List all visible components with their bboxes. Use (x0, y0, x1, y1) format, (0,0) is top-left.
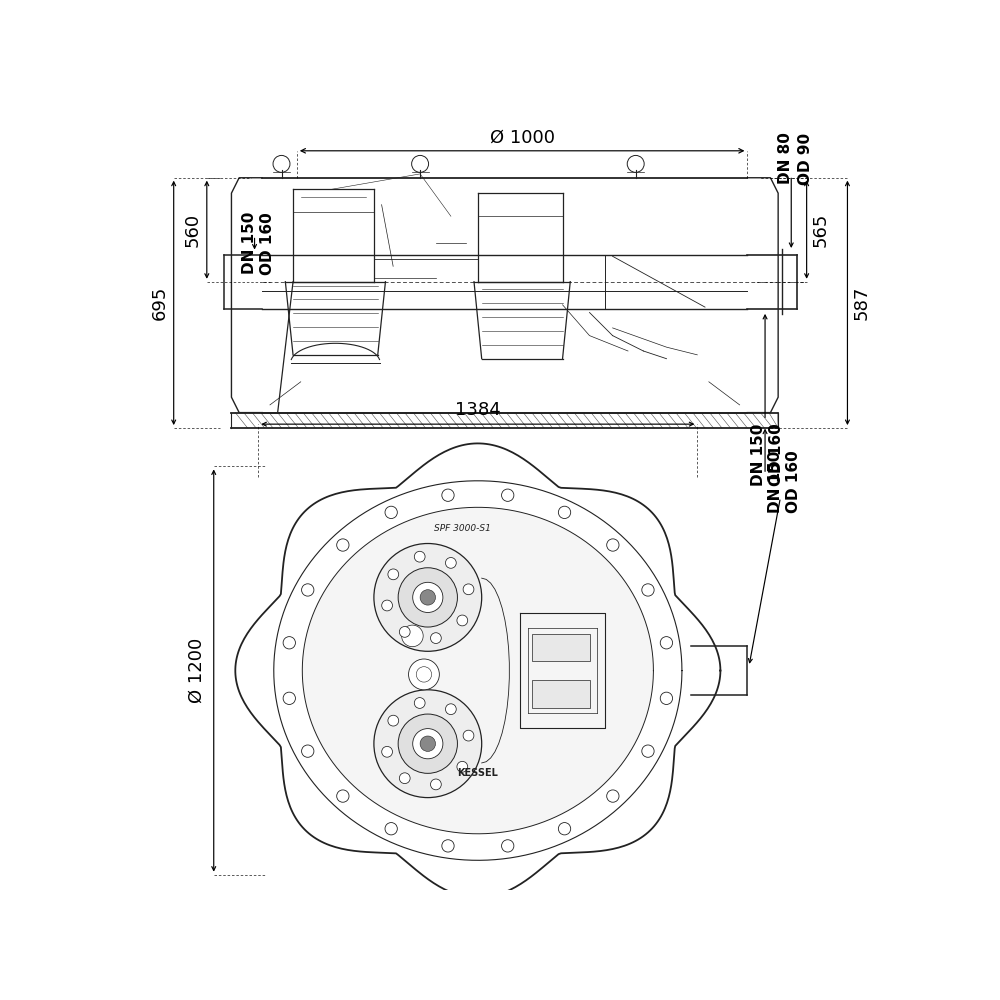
Circle shape (399, 627, 410, 637)
Text: SPF 3000-S1: SPF 3000-S1 (434, 524, 491, 533)
Circle shape (502, 489, 514, 501)
Circle shape (607, 539, 619, 551)
FancyBboxPatch shape (532, 634, 590, 661)
Text: OD 90: OD 90 (798, 132, 813, 185)
Circle shape (283, 637, 295, 649)
Text: KESSEL: KESSEL (457, 768, 498, 778)
Circle shape (463, 584, 474, 595)
Circle shape (558, 506, 571, 519)
Circle shape (416, 667, 432, 682)
Circle shape (558, 823, 571, 835)
Circle shape (660, 692, 673, 704)
Ellipse shape (302, 507, 653, 834)
Circle shape (337, 790, 349, 802)
Circle shape (374, 690, 482, 798)
Circle shape (402, 625, 423, 647)
Circle shape (414, 551, 425, 562)
Text: DN 150: DN 150 (242, 212, 257, 274)
Text: Ø 1000: Ø 1000 (490, 128, 555, 146)
Circle shape (660, 637, 673, 649)
Circle shape (302, 745, 314, 757)
Circle shape (413, 582, 443, 612)
Text: 695: 695 (151, 286, 169, 320)
Circle shape (409, 659, 439, 690)
Text: DN 150: DN 150 (751, 424, 766, 486)
Circle shape (382, 746, 392, 757)
Circle shape (463, 730, 474, 741)
Text: OD 160: OD 160 (786, 451, 801, 513)
Circle shape (414, 698, 425, 708)
Text: OD 160: OD 160 (260, 212, 275, 275)
Circle shape (337, 539, 349, 551)
Circle shape (398, 568, 457, 627)
Circle shape (445, 704, 456, 715)
Circle shape (388, 569, 399, 580)
Text: 587: 587 (852, 286, 870, 320)
Circle shape (385, 506, 397, 519)
Circle shape (642, 745, 654, 757)
Text: 560: 560 (184, 213, 202, 247)
Circle shape (413, 729, 443, 759)
Text: DN 150: DN 150 (768, 451, 783, 513)
FancyBboxPatch shape (532, 680, 590, 708)
Text: 1384: 1384 (455, 401, 501, 419)
Circle shape (442, 489, 454, 501)
Circle shape (283, 692, 295, 704)
Circle shape (420, 736, 436, 751)
Text: Ø 1200: Ø 1200 (188, 638, 206, 703)
Circle shape (398, 714, 457, 773)
Circle shape (385, 823, 397, 835)
Circle shape (420, 590, 436, 605)
Circle shape (502, 840, 514, 852)
Circle shape (431, 633, 441, 643)
Circle shape (442, 840, 454, 852)
Circle shape (457, 761, 468, 772)
Text: OD 160: OD 160 (769, 424, 784, 486)
Circle shape (431, 779, 441, 790)
Circle shape (607, 790, 619, 802)
Circle shape (399, 773, 410, 784)
Circle shape (374, 544, 482, 651)
Circle shape (457, 615, 468, 626)
Circle shape (302, 584, 314, 596)
Text: 565: 565 (812, 213, 830, 247)
Circle shape (382, 600, 392, 611)
Circle shape (445, 558, 456, 568)
Circle shape (642, 584, 654, 596)
Circle shape (388, 715, 399, 726)
Text: DN 80: DN 80 (778, 133, 793, 184)
